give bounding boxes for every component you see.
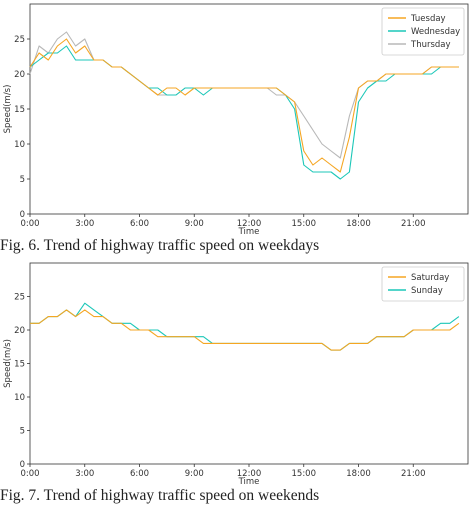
x-tick-label: 15:00	[292, 469, 317, 479]
x-tick-label: 12:00	[237, 469, 262, 479]
y-tick-label: 20	[14, 70, 25, 80]
figure-6-caption: Fig. 6. Trend of highway traffic speed o…	[0, 237, 320, 254]
x-tick-label: 9:00	[185, 469, 204, 479]
legend-label-thursday: Thursday	[410, 40, 451, 50]
series-line-saturday	[30, 309, 460, 351]
y-tick-label: 0	[20, 210, 25, 220]
y-tick-label: 5	[20, 175, 25, 185]
x-tick-label: 18:00	[346, 219, 371, 229]
x-tick-label: 0:00	[20, 219, 39, 229]
series-line-tuesday	[29, 38, 459, 173]
legend-label-saturday: Saturday	[411, 273, 449, 283]
x-tick-label: 12:00	[237, 219, 262, 229]
x-tick-label: 9:00	[185, 219, 204, 229]
figure-6-weekday-speed-chart: 0:00 3:00 6:00 9:00 12:00 15:00 18:00 21:00 0 5 10…	[0, 0, 474, 240]
figure-7-weekend-speed-chart: 0:00 3:00 6:00 9:00 12:00 15:00 18:00 21:00 0 5 10…	[0, 257, 474, 489]
y-tick-label: 20	[14, 326, 25, 336]
weekend-speed-plot: 0:00 3:00 6:00 9:00 12:00 15:00 18:00 21:00 0 5 10…	[3, 262, 469, 487]
x-tick-label: 6:00	[130, 219, 149, 229]
x-tick-label: 3:00	[75, 469, 94, 479]
y-tick-label: 25	[14, 293, 25, 303]
x-axis-label: Time	[238, 477, 260, 487]
legend-label-tuesday: Tuesday	[410, 14, 446, 24]
x-tick-label: 21:00	[401, 219, 426, 229]
legend-label-sunday: Sunday	[411, 286, 443, 296]
y-tick-label: 15	[14, 360, 25, 370]
series-line-wednesday	[29, 45, 459, 180]
legend-label-wednesday: Wednesday	[411, 27, 460, 37]
y-axis-label: Speed(m/s)	[3, 85, 13, 134]
x-tick-label: 0:00	[20, 469, 39, 479]
y-tick-label: 5	[20, 427, 25, 437]
y-axis-label: Speed(m/s)	[3, 339, 13, 388]
y-tick-label: 15	[14, 105, 25, 115]
x-tick-label: 3:00	[75, 219, 94, 229]
legend-box	[381, 266, 465, 302]
x-tick-label: 6:00	[130, 469, 149, 479]
x-tick-label: 18:00	[346, 469, 371, 479]
x-tick-label: 21:00	[401, 469, 426, 479]
x-axis-label: Time	[238, 227, 260, 237]
weekday-speed-plot: 0:00 3:00 6:00 9:00 12:00 15:00 18:00 21:00 0 5 10…	[3, 3, 469, 237]
y-tick-label: 25	[14, 35, 25, 45]
figure-7-caption: Fig. 7. Trend of highway traffic speed o…	[0, 487, 320, 504]
y-tick-label: 0	[20, 460, 25, 470]
y-tick-label: 10	[14, 140, 25, 150]
x-tick-label: 15:00	[292, 219, 317, 229]
y-tick-label: 10	[14, 393, 25, 403]
